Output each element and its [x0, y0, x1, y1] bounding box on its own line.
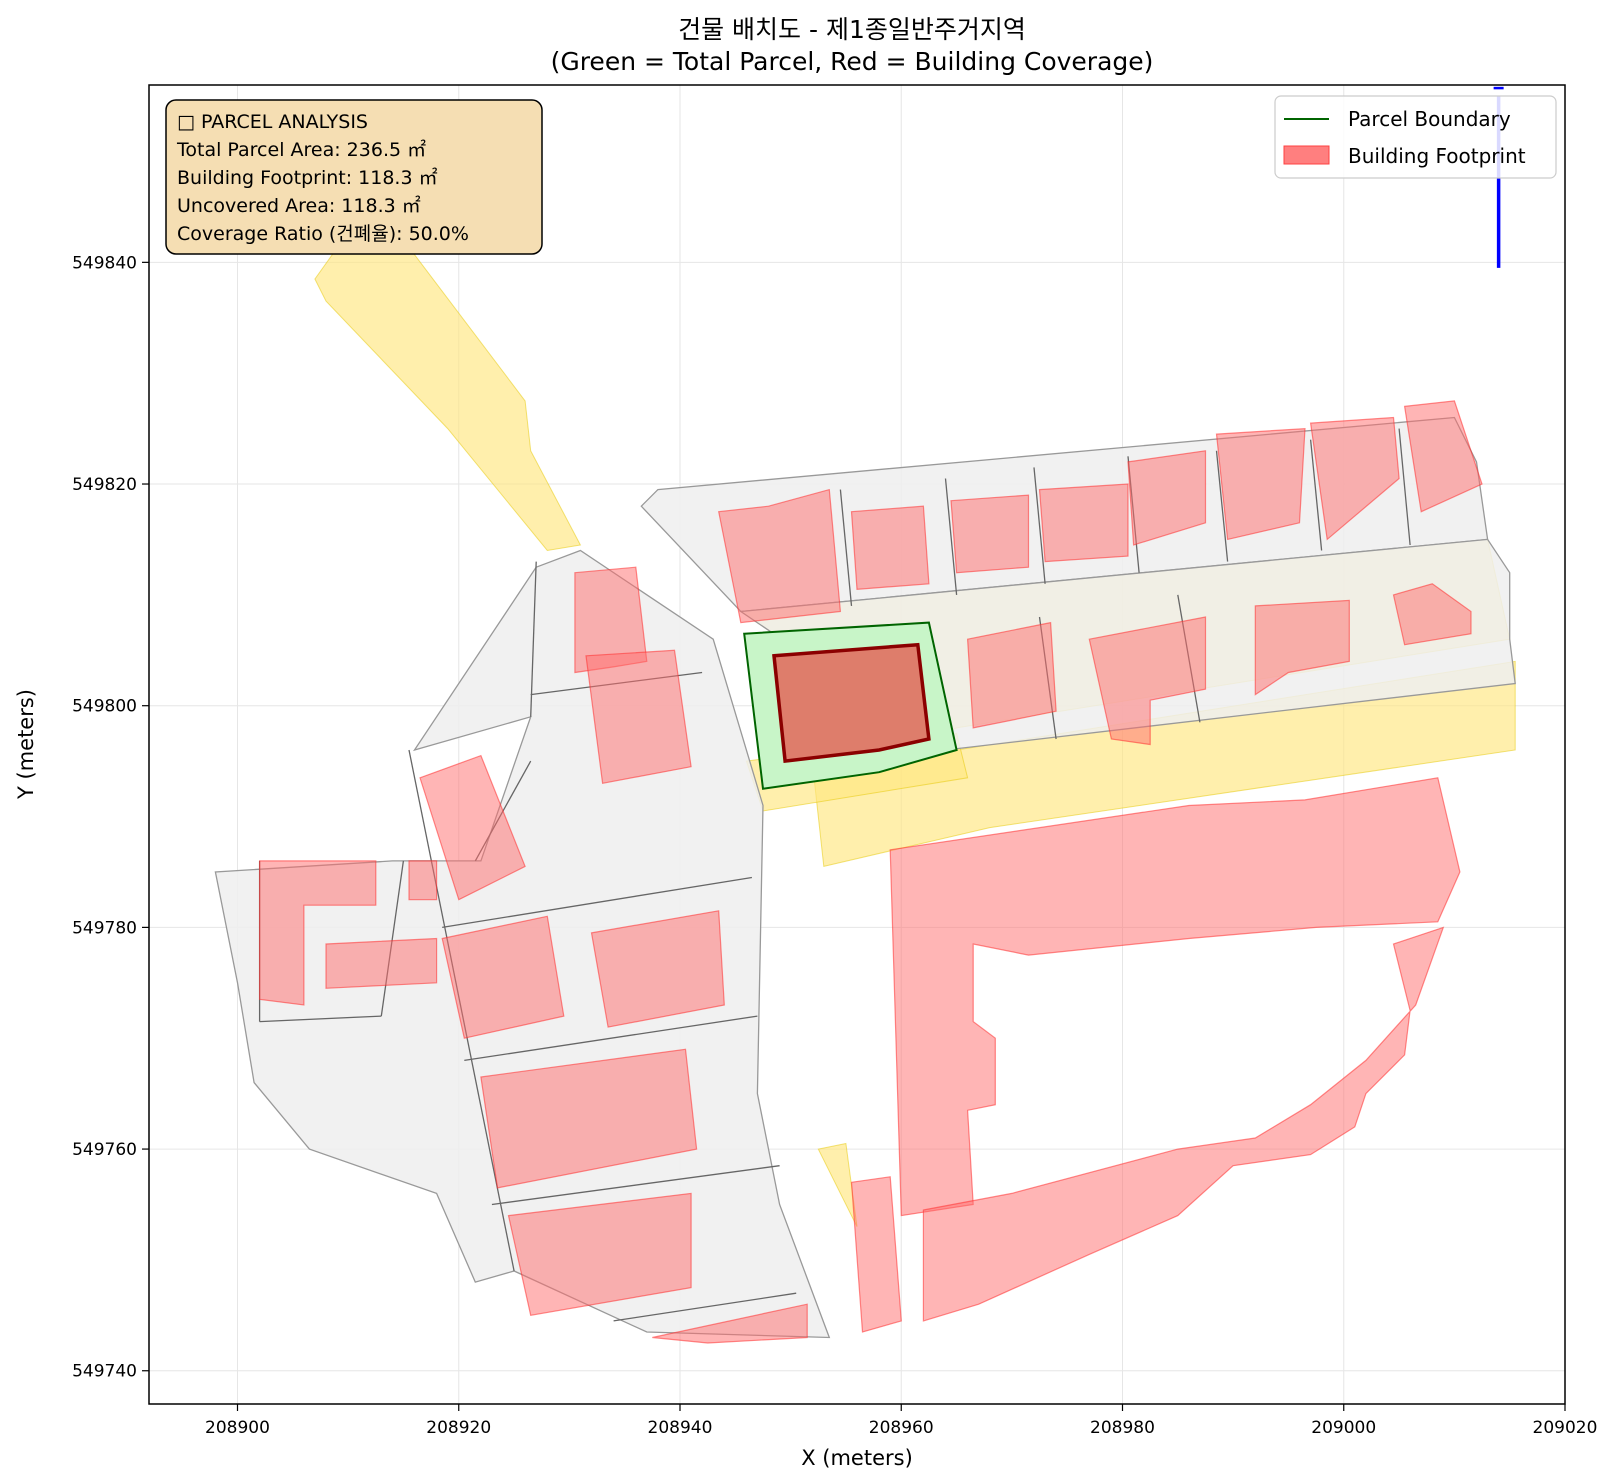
y-tick-label: 549820	[72, 475, 137, 495]
map-title-line-1: 건물 배치도 - 제1종일반주거지역	[678, 15, 1026, 44]
parcel-analysis-box: □ PARCEL ANALYSIS Total Parcel Area: 236…	[165, 99, 543, 255]
x-tick-label: 209000	[1311, 1418, 1376, 1438]
building-footprint	[717, 488, 842, 624]
map-layers	[214, 86, 1516, 1344]
parcel-division-line	[530, 561, 537, 717]
y-tick-label: 549740	[72, 1362, 137, 1382]
parcel-division-line	[491, 1165, 780, 1206]
parcel-division-line	[1398, 428, 1411, 546]
legend: Parcel Boundary Building Footprint	[1274, 95, 1557, 179]
x-axis-label: X (meters)	[801, 1446, 913, 1470]
x-tick-label: 208960	[869, 1418, 934, 1438]
plot-frame	[148, 84, 1566, 1405]
building-footprint	[419, 754, 526, 901]
building-footprint	[507, 1192, 692, 1316]
parcel-division-line	[1215, 450, 1229, 562]
building-footprint	[408, 860, 438, 901]
legend-parcel-boundary-label: Parcel Boundary	[1348, 107, 1511, 131]
building-footprint	[889, 777, 1461, 1217]
y-tick-label: 549760	[72, 1140, 137, 1160]
building-footprint	[325, 937, 438, 989]
y-axis-label: Y (meters)	[14, 689, 38, 800]
y-tick-label: 549800	[72, 697, 137, 717]
x-tick-label: 208900	[205, 1418, 270, 1438]
info-total-parcel-area: Total Parcel Area: 236.5 ㎡	[176, 138, 426, 161]
building-footprint	[922, 926, 1445, 1322]
parcel-division-line	[1033, 467, 1046, 584]
parcel-division-line	[839, 489, 853, 606]
building-footprint	[1127, 450, 1207, 546]
building-footprint	[441, 915, 565, 1039]
building-footprint	[480, 1048, 698, 1189]
building-footprint	[652, 1303, 808, 1344]
x-tick-label: 208940	[648, 1418, 713, 1438]
parcel-division-line	[442, 876, 753, 929]
building-footprint	[1392, 583, 1472, 646]
building-footprint	[259, 860, 377, 1006]
building-footprint	[1309, 416, 1400, 541]
building-footprint	[585, 649, 692, 785]
target-parcel-layer	[743, 621, 958, 790]
building-footprint	[590, 910, 725, 1028]
parcel-division-line	[259, 1015, 382, 1023]
x-tick-label: 208980	[1090, 1418, 1155, 1438]
x-tick-label: 208920	[426, 1418, 491, 1438]
y-tick-label: 549780	[72, 918, 137, 938]
map-title-line-2: (Green = Total Parcel, Red = Building Co…	[551, 47, 1154, 76]
parcel-division-line	[613, 1292, 797, 1322]
building-footprint	[1088, 616, 1207, 746]
building-footprint	[1215, 427, 1306, 541]
y-tick-label: 549840	[72, 253, 137, 273]
info-building-footprint: Building Footprint: 118.3 ㎡	[177, 166, 438, 189]
axis-ticks: 208900 208920 208940 208960 208980 209000 2090…	[72, 253, 1597, 1438]
building-footprint	[850, 1176, 902, 1333]
building-footprint	[950, 494, 1030, 574]
building-footprint	[966, 621, 1057, 729]
info-uncovered-area: Uncovered Area: 118.3 ㎡	[177, 194, 421, 217]
building-footprint	[1038, 483, 1129, 563]
parcel-division-line	[944, 478, 958, 595]
building-footprint	[850, 505, 930, 590]
legend-building-footprint-swatch	[1283, 145, 1330, 165]
legend-frame	[1274, 95, 1557, 179]
building-layer	[259, 400, 1483, 1344]
info-coverage-ratio: Coverage Ratio (건폐율): 50.0%	[177, 223, 469, 245]
parcel-division-line	[1309, 439, 1323, 551]
building-footprint	[1403, 400, 1483, 513]
building-footprint	[1254, 599, 1350, 696]
legend-building-footprint-label: Building Footprint	[1348, 144, 1526, 168]
info-title: □ PARCEL ANALYSIS	[177, 111, 368, 133]
parcel-division-line	[464, 1015, 758, 1062]
info-box-background	[165, 99, 543, 255]
target-building-footprint	[772, 642, 931, 764]
x-tick-label: 209020	[1533, 1418, 1598, 1438]
parcel-division-line	[380, 860, 405, 1017]
